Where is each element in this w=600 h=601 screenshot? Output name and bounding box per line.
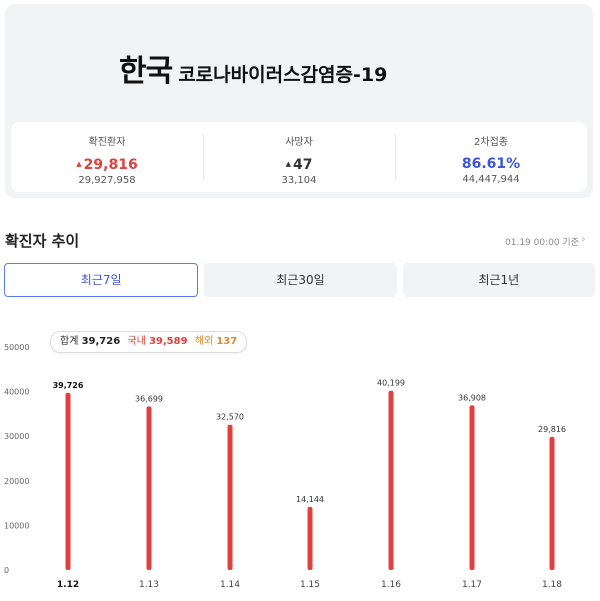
stat-deaths: 사망자 ▲ 47 33,104 <box>203 122 395 192</box>
bar-1.15 <box>307 506 313 570</box>
bar-1.12 <box>65 392 71 570</box>
page-title: 한국 코로나바이러스감염증-19 <box>119 46 387 90</box>
data-label: 32,570 <box>216 413 244 422</box>
tooltip-total-value: 39,726 <box>81 336 121 347</box>
section-title: 확진자 추이 <box>5 232 80 250</box>
stat-change: ▲ 47 <box>285 157 313 173</box>
tooltip-overseas-label: 해외 <box>194 336 214 347</box>
x-tick-label: 1.17 <box>462 580 482 590</box>
x-tick-label: 1.14 <box>220 580 240 590</box>
data-label: 39,726 <box>53 381 84 390</box>
bar-1.13 <box>146 406 152 570</box>
y-tick-label: 30000 <box>4 432 29 441</box>
title-sub: 코로나바이러스감염증-19 <box>178 64 388 86</box>
stat-change: 86.61% <box>461 156 521 172</box>
y-tick-label: 10000 <box>4 521 29 530</box>
chart-tooltip: 합계 39,726 국내 39,589 해외 137 <box>50 331 248 353</box>
stat-total: 29,927,958 <box>78 175 136 186</box>
stat-change: ▲ 29,816 <box>76 157 138 173</box>
x-tick-label: 1.13 <box>139 580 159 590</box>
y-tick-label: 40000 <box>4 388 29 397</box>
stat-total: 44,447,944 <box>462 174 520 185</box>
x-tick-label: 1.18 <box>542 580 562 590</box>
period-tabs: 최근7일 최근30일 최근1년 <box>4 263 595 297</box>
tooltip-total-label: 합계 <box>60 336 79 347</box>
bar-1.18 <box>549 437 555 570</box>
data-label: 36,699 <box>135 394 163 403</box>
stats-panel: 확진환자 ▲ 29,816 29,927,958 사망자 ▲ 47 33,104 2… <box>11 122 587 192</box>
tooltip-domestic-value: 39,589 <box>148 336 188 347</box>
x-tick-label: 1.12 <box>57 580 79 590</box>
stat-total: 33,104 <box>281 175 317 186</box>
bar-1.16 <box>388 390 394 570</box>
bar-1.17 <box>469 405 475 570</box>
bar-1.14 <box>227 424 233 570</box>
title-main: 한국 <box>119 54 173 89</box>
stat-label: 확진환자 <box>88 137 126 148</box>
up-arrow-icon: ▲ <box>76 160 82 168</box>
tooltip-domestic-label: 국내 <box>127 336 146 347</box>
header-card: 한국 코로나바이러스감염증-19 확진환자 ▲ 29,816 29,927,958 … <box>5 4 593 198</box>
x-tick-label: 1.16 <box>381 580 401 590</box>
stat-vaccination: 2차접종 86.61% 44,447,944 <box>395 122 587 192</box>
x-tick-label: 1.15 <box>300 580 320 590</box>
y-tick-label: 0 <box>4 566 9 575</box>
y-tick-label: 20000 <box>4 477 29 486</box>
stat-label: 사망자 <box>285 137 313 148</box>
chevron-right-icon[interactable]: › <box>581 232 586 246</box>
tab-recent-7-days[interactable]: 최근7일 <box>4 263 199 297</box>
tab-recent-1-year[interactable]: 최근1년 <box>402 263 595 297</box>
stat-confirmed: 확진환자 ▲ 29,816 29,927,958 <box>11 122 203 192</box>
tab-recent-30-days[interactable]: 최근30일 <box>204 263 397 297</box>
tooltip-overseas-value: 137 <box>216 336 238 347</box>
stat-label: 2차접종 <box>474 137 508 148</box>
data-label: 14,144 <box>296 495 324 504</box>
confirmed-cases-chart: 0 10000 20000 30000 40000 50000 39,726 1.12 36,6… <box>4 343 566 590</box>
base-time: 01.19 00:00 기준 <box>505 238 579 248</box>
up-arrow-icon: ▲ <box>285 160 291 168</box>
data-label: 29,816 <box>538 425 566 434</box>
data-label: 40,199 <box>377 379 405 388</box>
data-label: 36,908 <box>458 393 486 402</box>
y-tick-label: 50000 <box>4 343 29 352</box>
